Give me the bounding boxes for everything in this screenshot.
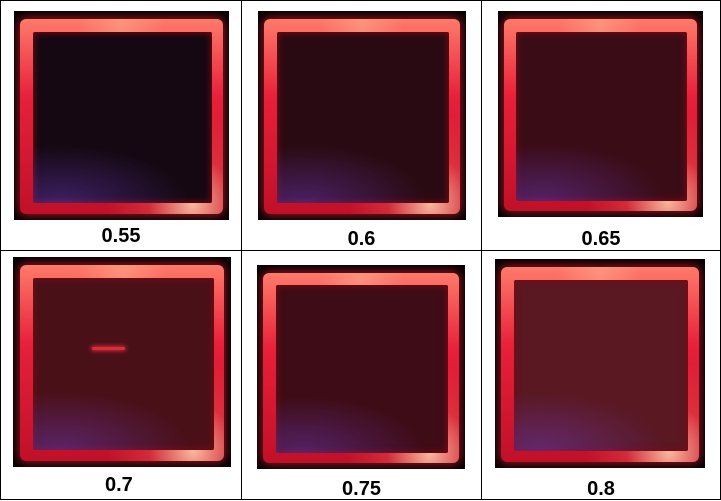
- panel-cell: 0.7: [1, 251, 241, 499]
- panel-label: 0.75: [342, 478, 381, 500]
- grid-divider-horizontal: [0, 250, 721, 251]
- light-streak: [92, 346, 125, 350]
- panel-cell: 0.65: [482, 1, 720, 250]
- chamber-photo: [498, 11, 703, 217]
- panel-cell: 0.6: [242, 1, 481, 250]
- panel-label: 0.65: [581, 228, 621, 250]
- inner-window: [275, 285, 449, 453]
- inner-window: [33, 31, 212, 204]
- panel-label: 0.6: [347, 228, 376, 250]
- inner-window: [513, 279, 689, 452]
- chamber-photo: [13, 257, 231, 467]
- inner-window: [32, 278, 214, 451]
- chamber-photo: [14, 11, 229, 220]
- grid-divider-vertical-2: [481, 0, 482, 500]
- inner-window: [516, 31, 687, 201]
- panel-label: 0.7: [105, 474, 133, 496]
- inner-window: [276, 31, 450, 204]
- panel-cell: 0.55: [1, 1, 241, 250]
- chamber-photo: [258, 11, 466, 220]
- panel-cell: 0.75: [242, 251, 481, 500]
- grid-border-top: [0, 0, 721, 1]
- panel-cell: 0.8: [482, 251, 720, 500]
- chamber-photo: [495, 259, 705, 468]
- grid-divider-vertical-1: [241, 0, 242, 500]
- panel-label: 0.8: [587, 478, 615, 500]
- chamber-photo: [257, 265, 465, 469]
- panel-label: 0.55: [101, 225, 141, 247]
